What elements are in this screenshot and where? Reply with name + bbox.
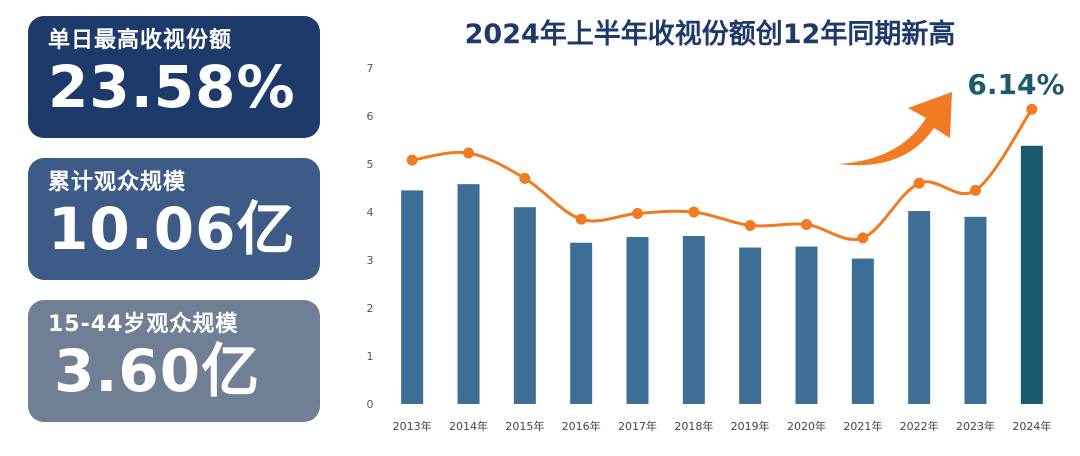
y-tick-label: 5 [367,158,374,171]
x-tick-label: 2017年 [618,419,657,433]
line-point [688,206,700,218]
trend-arrow-icon [838,92,952,166]
y-tick-label: 0 [367,398,374,411]
y-tick-label: 2 [367,302,374,315]
line-point [970,184,981,196]
stat-card-total-audience: 累计观众规模 10.06亿 [28,158,320,280]
bar [513,207,536,404]
bar [570,242,593,404]
y-tick-label: 7 [367,62,374,75]
x-tick-label: 2019年 [731,419,770,433]
x-tick-label: 2024年 [1012,419,1051,433]
bar [851,258,874,404]
chart-title: 2024年上半年收视份额创12年同期新高 [464,19,956,50]
stat-label: 15-44岁观众规模 [48,312,239,337]
line-point [519,172,531,184]
line-point [913,177,925,189]
stat-card-youth-audience: 15-44岁观众规模 3.60亿 [28,300,320,422]
bar [964,216,987,404]
y-tick-label: 3 [367,254,374,267]
y-tick-label: 6 [367,110,374,123]
x-tick-label: 2023年 [956,419,995,433]
x-tick-label: 2014年 [449,419,488,433]
callout-label: 6.14% [967,68,1064,101]
x-tick-label: 2021年 [843,419,882,433]
line-point [744,219,756,231]
bar [626,236,649,404]
bar [795,246,818,404]
stat-value: 3.60亿 [54,337,261,405]
stat-value: 23.58% [48,53,296,121]
line-point [575,213,587,225]
line-point [857,232,869,244]
x-tick-label: 2018年 [674,419,713,433]
bar [457,184,480,404]
stat-label: 累计观众规模 [48,170,187,195]
bar [401,190,424,404]
bar [739,247,762,404]
stat-card-peak-share: 单日最高收视份额 23.58% [28,16,320,138]
x-tick-label: 2016年 [562,419,601,433]
line-point [406,154,418,166]
line-point [1026,103,1038,115]
bar [1020,145,1043,404]
x-tick-label: 2020年 [787,419,826,433]
x-tick-label: 2013年 [393,419,432,433]
x-tick-label: 2022年 [900,419,939,433]
line-point [463,147,474,159]
line-point [801,218,812,230]
x-tick-label: 2015年 [505,419,544,433]
stat-label: 单日最高收视份额 [48,28,233,53]
bar [908,211,931,404]
bar [682,236,705,404]
y-tick-label: 4 [367,206,374,219]
y-tick-label: 1 [367,350,374,363]
stat-value: 10.06亿 [48,195,296,263]
line-point [632,207,643,219]
